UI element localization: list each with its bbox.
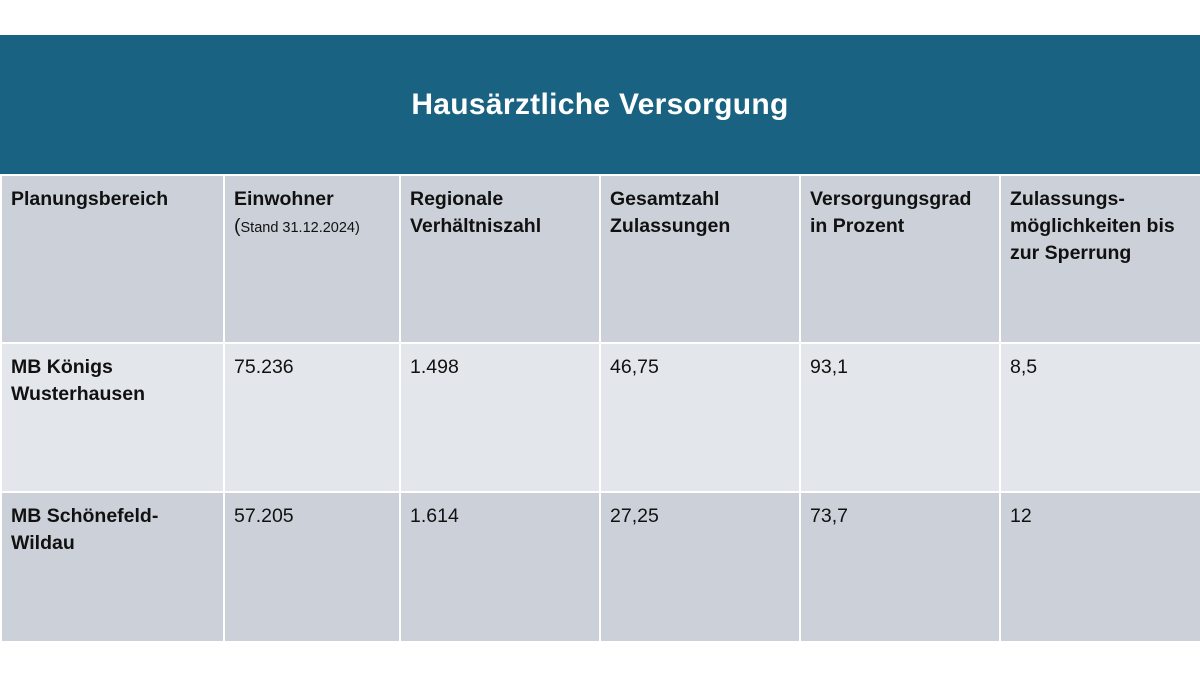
row-name-line2: Wildau [11,532,75,554]
header-verhaeltniszahl-line2: Verhältniszahl [410,215,542,237]
header-zulassung-line3: zur Sperrung [1010,242,1132,264]
versorgung-table: Planungsbereich Einwohner (Stand 31.12.2… [0,174,1200,643]
cell-einwohner: 57.205 [223,491,401,643]
header-einwohner-note: (Stand 31.12.2024) [234,213,389,242]
cell-einwohner: 75.236 [223,342,401,493]
cell-versorgungsgrad: 73,7 [799,491,1001,643]
cell-zulassungen: 46,75 [599,342,801,493]
header-planungsbereich: Planungsbereich [0,174,225,344]
header-planungsbereich-label: Planungsbereich [11,188,169,210]
header-einwohner-label: Einwohner [234,188,334,210]
table-header-row: Planungsbereich Einwohner (Stand 31.12.2… [0,174,1200,344]
cell-moeglichkeiten: 12 [999,491,1200,643]
header-einwohner-stand: Stand 31.12.2024) [240,220,360,236]
cell-verhaeltniszahl: 1.498 [399,342,601,493]
table-row: MB Königs Wusterhausen 75.236 1.498 46,7… [0,342,1200,493]
header-gesamtzahl-line2: Zulassungen [610,215,731,237]
header-einwohner-paren: ( [234,215,241,237]
header-verhaeltniszahl: Regionale Verhältniszahl [399,174,601,344]
header-versorgungsgrad-line1: Versorgungsgrad [810,188,972,210]
header-zulassungsmoeglichkeiten: Zulassungs- möglichkeiten bis zur Sperru… [999,174,1200,344]
table-row: MB Schönefeld- Wildau 57.205 1.614 27,25… [0,491,1200,643]
header-zulassung-line1: Zulassungs- [1010,188,1125,210]
header-gesamtzahl: Gesamtzahl Zulassungen [599,174,801,344]
row-planungsbereich: MB Königs Wusterhausen [0,342,225,493]
row-name-line1: MB Schönefeld- [11,505,159,527]
header-versorgungsgrad: Versorgungsgrad in Prozent [799,174,1001,344]
row-name-line2: Wusterhausen [11,383,146,405]
row-planungsbereich: MB Schönefeld- Wildau [0,491,225,643]
header-zulassung-line2: möglichkeiten bis [1010,215,1175,237]
row-name-line1: MB Königs [11,356,113,378]
header-verhaeltniszahl-line1: Regionale [410,188,504,210]
cell-verhaeltniszahl: 1.614 [399,491,601,643]
cell-zulassungen: 27,25 [599,491,801,643]
slide: Hausärztliche Versorgung Planungsbereich… [0,35,1200,643]
title-bar: Hausärztliche Versorgung [0,35,1200,174]
header-versorgungsgrad-line2: in Prozent [810,215,905,237]
header-gesamtzahl-line1: Gesamtzahl [610,188,720,210]
cell-versorgungsgrad: 93,1 [799,342,1001,493]
slide-title: Hausärztliche Versorgung [411,87,789,121]
header-einwohner: Einwohner (Stand 31.12.2024) [223,174,401,344]
cell-moeglichkeiten: 8,5 [999,342,1200,493]
